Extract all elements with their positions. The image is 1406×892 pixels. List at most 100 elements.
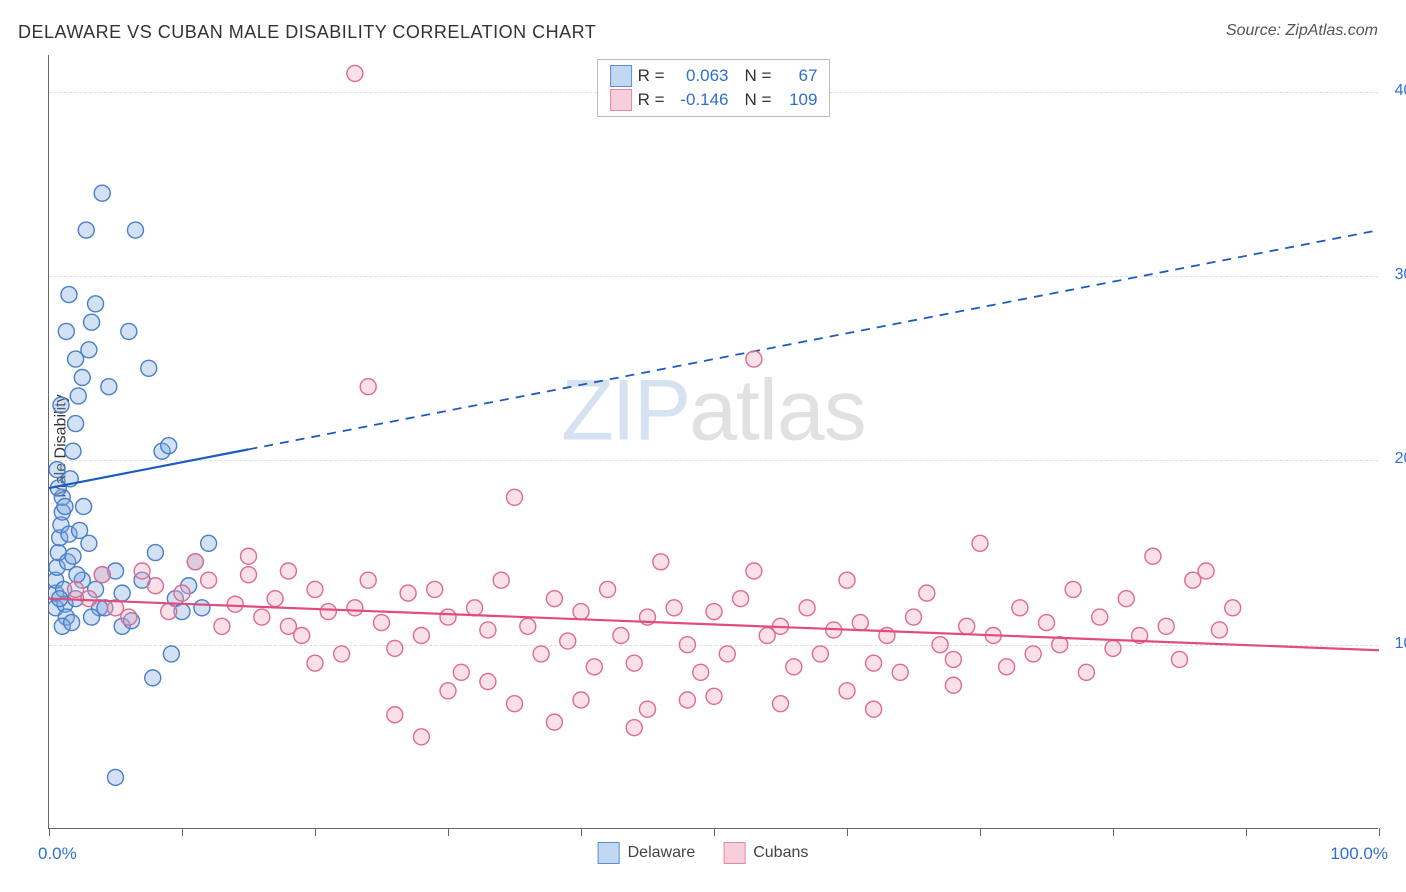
- data-point: [866, 701, 882, 717]
- x-tick: [1113, 828, 1114, 836]
- data-point: [241, 548, 257, 564]
- data-point: [194, 600, 210, 616]
- data-point: [573, 604, 589, 620]
- legend-stats-row-0: R = 0.063 N = 67: [610, 64, 818, 88]
- data-point: [906, 609, 922, 625]
- data-point: [467, 600, 483, 616]
- x-tick: [182, 828, 183, 836]
- data-point: [626, 720, 642, 736]
- data-point: [78, 222, 94, 238]
- data-point: [719, 646, 735, 662]
- x-tick: [448, 828, 449, 836]
- data-point: [919, 585, 935, 601]
- data-point: [74, 370, 90, 386]
- data-point: [1012, 600, 1028, 616]
- x-axis-max-label: 100.0%: [1330, 844, 1388, 864]
- data-point: [999, 659, 1015, 675]
- data-point: [280, 618, 296, 634]
- data-point: [773, 696, 789, 712]
- data-point: [267, 591, 283, 607]
- data-point: [347, 65, 363, 81]
- data-point: [72, 522, 88, 538]
- data-point: [945, 677, 961, 693]
- data-point: [480, 674, 496, 690]
- y-tick-label: 20.0%: [1384, 450, 1406, 468]
- data-point: [94, 567, 110, 583]
- data-point: [127, 222, 143, 238]
- legend-series-label-0: Delaware: [628, 844, 696, 862]
- data-point: [799, 600, 815, 616]
- data-point: [746, 563, 762, 579]
- legend-stats-row-1: R = -0.146 N = 109: [610, 88, 818, 112]
- data-point: [520, 618, 536, 634]
- x-tick: [315, 828, 316, 836]
- data-point: [58, 323, 74, 339]
- data-point: [374, 615, 390, 631]
- x-tick: [714, 828, 715, 836]
- data-point: [64, 615, 80, 631]
- data-point: [706, 688, 722, 704]
- data-point: [507, 696, 523, 712]
- trend-line-dashed: [249, 230, 1380, 449]
- data-point: [147, 545, 163, 561]
- data-point: [1065, 581, 1081, 597]
- data-point: [839, 572, 855, 588]
- data-point: [214, 618, 230, 634]
- data-point: [453, 664, 469, 680]
- data-point: [613, 628, 629, 644]
- y-tick-label: 40.0%: [1384, 82, 1406, 100]
- data-point: [560, 633, 576, 649]
- data-point: [679, 637, 695, 653]
- data-point: [254, 609, 270, 625]
- data-point: [387, 707, 403, 723]
- data-point: [161, 438, 177, 454]
- data-point: [1025, 646, 1041, 662]
- data-point: [1158, 618, 1174, 634]
- legend-series-swatch-0: [598, 842, 620, 864]
- data-point: [84, 314, 100, 330]
- legend-swatch-1: [610, 89, 632, 111]
- data-point: [746, 351, 762, 367]
- data-point: [334, 646, 350, 662]
- data-point: [892, 664, 908, 680]
- data-point: [1225, 600, 1241, 616]
- data-point: [586, 659, 602, 675]
- data-point: [626, 655, 642, 671]
- data-point: [81, 591, 97, 607]
- data-point: [733, 591, 749, 607]
- data-point: [65, 443, 81, 459]
- data-point: [201, 572, 217, 588]
- data-point: [546, 591, 562, 607]
- legend-series-1: Cubans: [723, 842, 808, 864]
- data-point: [141, 360, 157, 376]
- data-point: [1105, 640, 1121, 656]
- data-point: [360, 379, 376, 395]
- n-value-0: 67: [781, 66, 817, 86]
- data-point: [666, 600, 682, 616]
- plot-area: ZIPatlas R = 0.063 N = 67 R = -0.146 N =…: [48, 55, 1378, 829]
- data-point: [57, 499, 73, 515]
- data-point: [679, 692, 695, 708]
- chart-title: DELAWARE VS CUBAN MALE DISABILITY CORREL…: [18, 22, 596, 43]
- data-point: [68, 351, 84, 367]
- data-point: [440, 683, 456, 699]
- data-point: [866, 655, 882, 671]
- source-attribution: Source: ZipAtlas.com: [1226, 22, 1378, 40]
- data-point: [227, 596, 243, 612]
- x-tick: [1246, 828, 1247, 836]
- data-point: [812, 646, 828, 662]
- n-label-0: N =: [745, 66, 772, 86]
- data-point: [1145, 548, 1161, 564]
- data-point: [1039, 615, 1055, 631]
- data-point: [280, 563, 296, 579]
- chart-svg: [49, 55, 1379, 829]
- data-point: [70, 388, 86, 404]
- legend-series-swatch-1: [723, 842, 745, 864]
- data-point: [1198, 563, 1214, 579]
- data-point: [88, 296, 104, 312]
- data-point: [114, 585, 130, 601]
- data-point: [49, 462, 65, 478]
- data-point: [347, 600, 363, 616]
- data-point: [187, 554, 203, 570]
- data-point: [163, 646, 179, 662]
